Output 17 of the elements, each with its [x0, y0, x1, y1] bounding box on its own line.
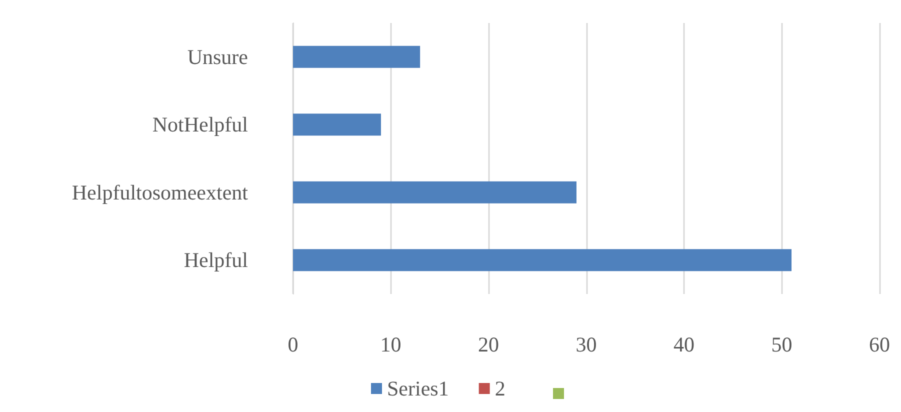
x-tick-label: 60	[869, 332, 890, 356]
bar	[293, 114, 381, 136]
y-tick-label: NotHelpful	[152, 112, 248, 137]
bar	[293, 46, 420, 68]
x-tick-label: 50	[771, 332, 792, 356]
legend-label: 2	[494, 376, 506, 400]
bar	[293, 249, 792, 272]
legend-label: Series1	[387, 376, 449, 400]
x-tick-label: 40	[674, 332, 694, 356]
y-tick-label: Helpful	[184, 248, 248, 272]
x-tick-label: 30	[576, 332, 597, 356]
y-tick-label: Unsure	[187, 44, 248, 69]
x-tick-label: 10	[380, 332, 402, 356]
x-tick-label: 0	[288, 332, 298, 356]
y-tick-label: Helpfultosomeextent	[72, 180, 248, 204]
x-tick-label: 20	[478, 332, 499, 356]
bar	[293, 181, 576, 204]
